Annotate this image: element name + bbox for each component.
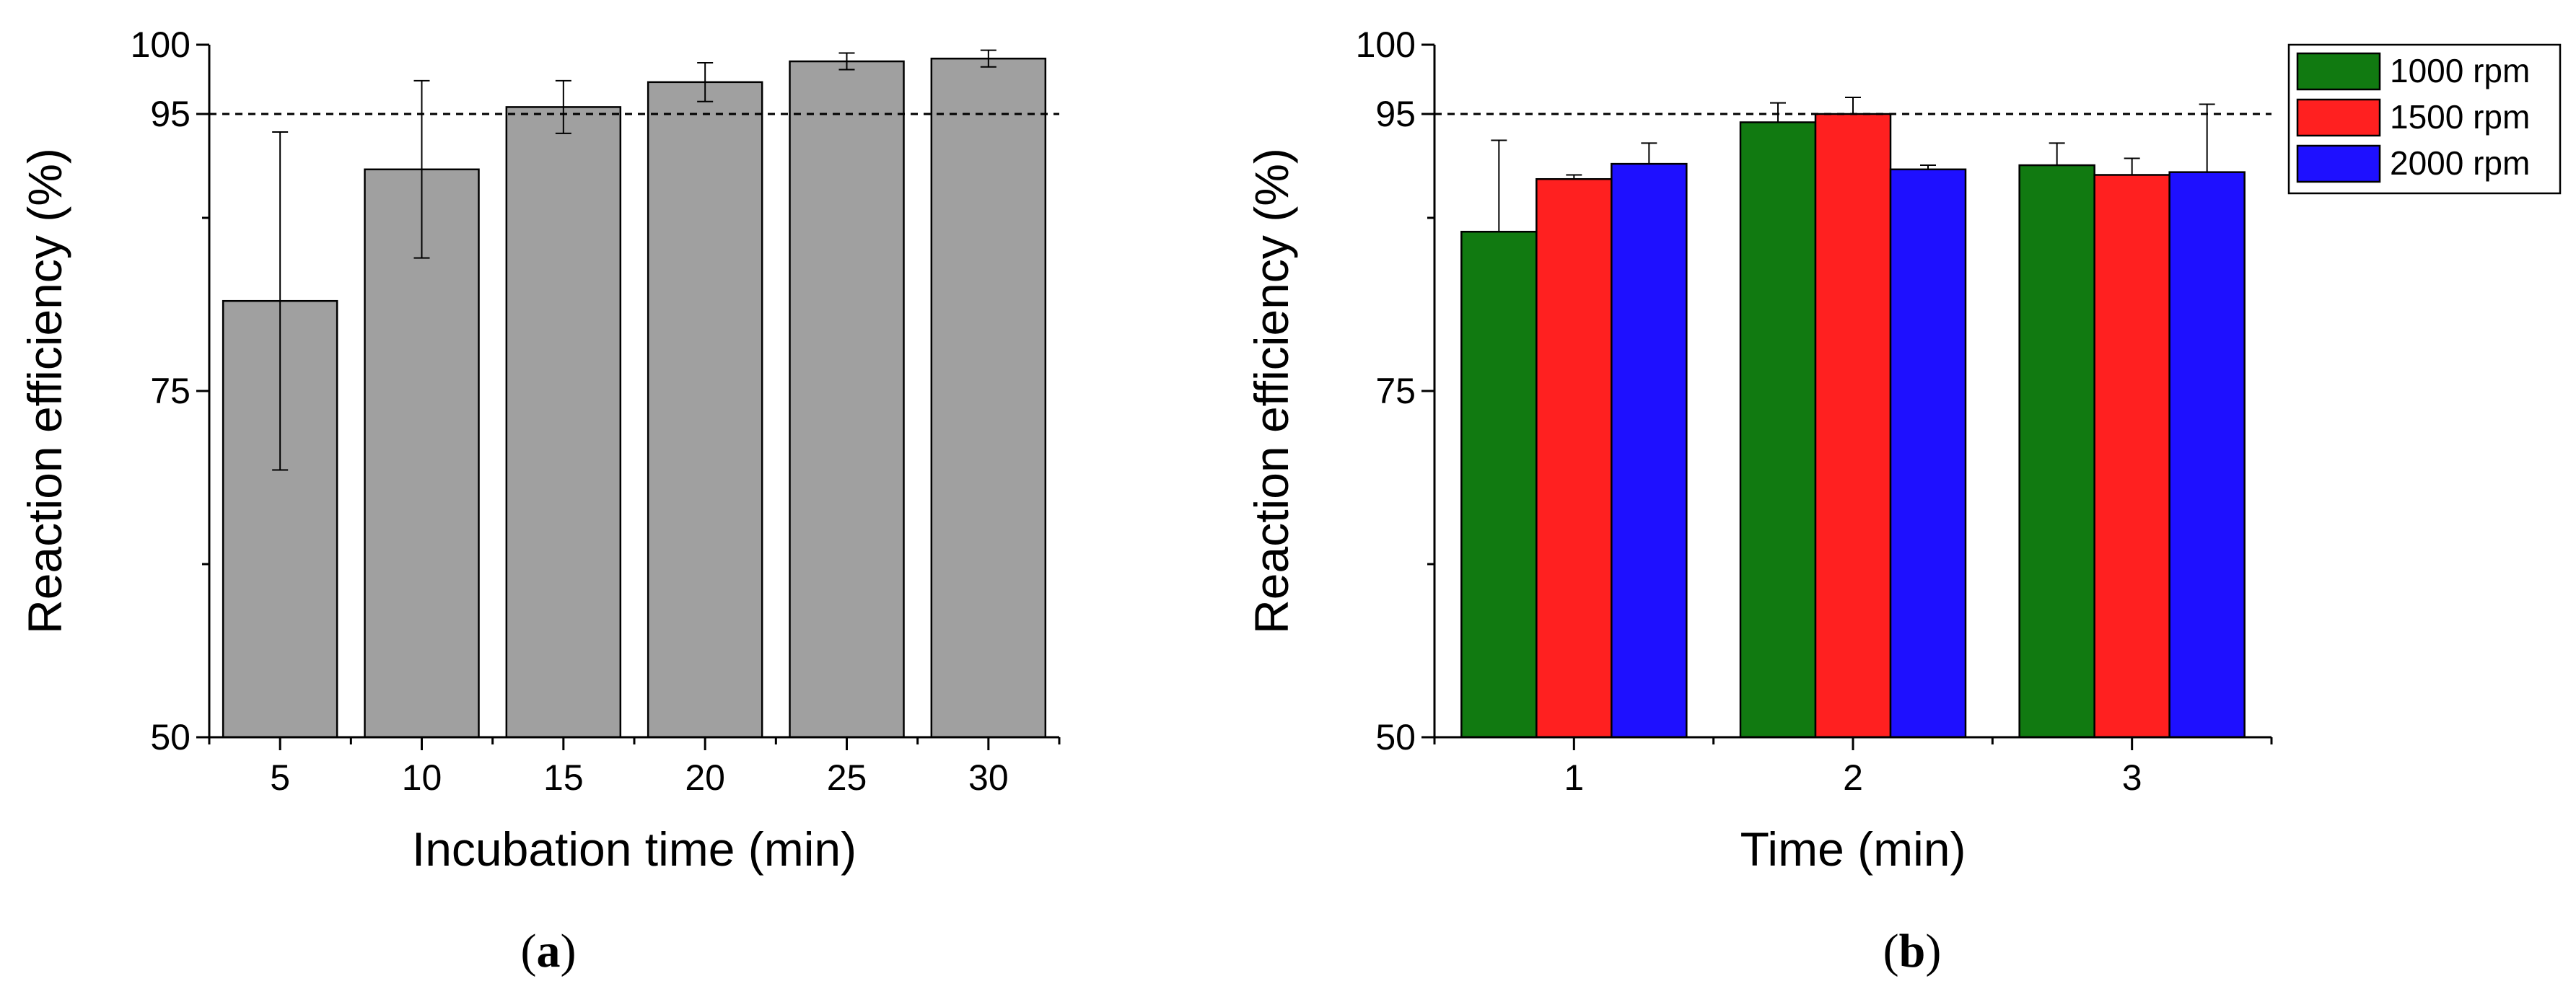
bar bbox=[930, 57, 1047, 739]
bar bbox=[2018, 164, 2095, 739]
y-tick-label: 50 bbox=[150, 717, 190, 757]
legend-swatch bbox=[2296, 144, 2381, 183]
bar bbox=[1535, 177, 1613, 739]
y-axis-title: Reaction efficiency (%) bbox=[1245, 148, 1298, 634]
x-axis-title: Incubation time (min) bbox=[412, 822, 857, 876]
legend-label: 1500 rpm bbox=[2390, 98, 2530, 136]
panel-label: (b) bbox=[1883, 925, 1942, 977]
y-axis-title: Reaction efficiency (%) bbox=[18, 148, 71, 634]
x-tick-label: 3 bbox=[2122, 757, 2142, 798]
y-tick-label: 75 bbox=[150, 371, 190, 411]
x-tick-label: 10 bbox=[402, 757, 442, 798]
legend-swatch bbox=[2296, 52, 2381, 91]
x-tick-label: 5 bbox=[270, 757, 290, 798]
bar bbox=[2168, 171, 2246, 739]
y-tick-label: 100 bbox=[1356, 25, 1416, 65]
x-tick-label: 25 bbox=[827, 757, 867, 798]
bar bbox=[1611, 162, 1688, 739]
x-tick-label: 2 bbox=[1843, 757, 1863, 798]
chart-a: 50 75 95 100 5 10 15 20 25 30 Incubation time (min… bbox=[18, 25, 1061, 977]
panel-label-letter: b bbox=[1899, 925, 1926, 977]
bar bbox=[1739, 121, 1817, 739]
bar bbox=[1814, 113, 1892, 739]
panel-label-letter: a bbox=[537, 925, 561, 977]
y-tick-label: 95 bbox=[1375, 94, 1416, 134]
bar bbox=[647, 81, 763, 739]
legend-label: 2000 rpm bbox=[2390, 144, 2530, 182]
x-tick-label: 30 bbox=[968, 757, 1009, 798]
bar bbox=[1460, 230, 1538, 739]
y-tick-label: 50 bbox=[1375, 717, 1416, 757]
x-axis-title: Time (min) bbox=[1740, 822, 1966, 876]
bar bbox=[2093, 174, 2170, 739]
legend-swatch bbox=[2296, 98, 2381, 137]
panel-label: (a) bbox=[521, 925, 577, 977]
x-tick-label: 1 bbox=[1564, 757, 1584, 798]
y-tick-label: 100 bbox=[131, 25, 190, 65]
bar bbox=[789, 60, 905, 739]
y-tick-label: 75 bbox=[1375, 371, 1416, 411]
bar bbox=[505, 106, 622, 739]
x-tick-label: 15 bbox=[543, 757, 584, 798]
chart-b: 50 75 95 100 1 2 3 Time (min) Reaction efficienc… bbox=[1245, 25, 2562, 977]
legend-label: 1000 rpm bbox=[2390, 52, 2530, 89]
bar bbox=[1889, 168, 1967, 739]
x-tick-label: 20 bbox=[685, 757, 725, 798]
y-tick-label: 95 bbox=[150, 94, 190, 134]
